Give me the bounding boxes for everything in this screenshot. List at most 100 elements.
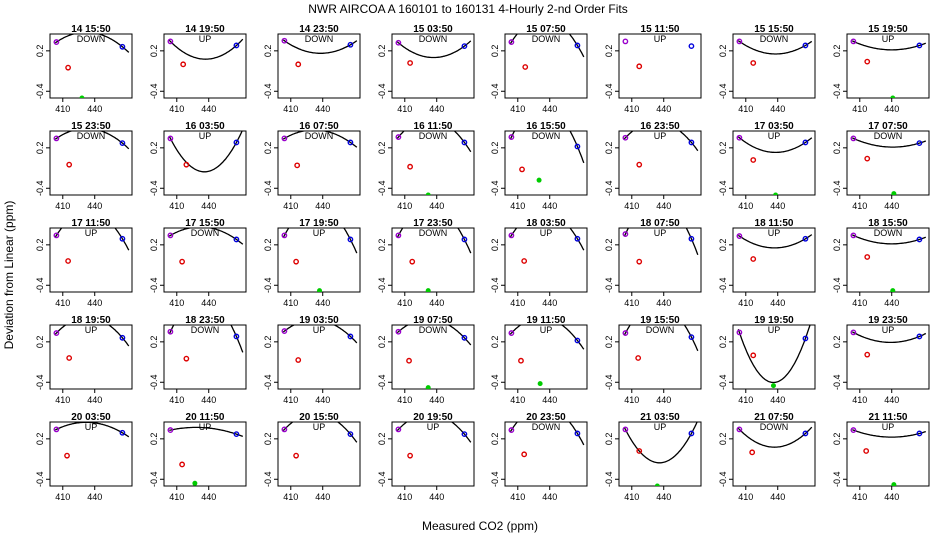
- panel-frame: [163, 33, 247, 99]
- panel-direction-label: DOWN: [874, 228, 903, 238]
- y-tick-label: -0.4: [718, 84, 728, 100]
- high-standard-point: [574, 42, 581, 49]
- panel-frame: [618, 227, 702, 293]
- x-tick-label: 440: [429, 395, 444, 405]
- panel-direction-label: DOWN: [532, 422, 561, 432]
- high-standard-point: [461, 334, 468, 341]
- low-standard-point: [850, 427, 857, 433]
- x-tick-label: 410: [283, 492, 298, 502]
- x-tick-label: 440: [542, 492, 557, 502]
- y-tick-label: 0.2: [35, 336, 45, 349]
- x-tick-label: 410: [852, 104, 867, 114]
- panel-frame: [846, 227, 930, 293]
- x-tick-label: 410: [397, 201, 412, 211]
- x-tick-label: 410: [510, 104, 525, 114]
- panel-frame: [846, 324, 930, 390]
- panel-frame: [618, 324, 702, 390]
- panel-direction-label: DOWN: [419, 228, 448, 238]
- panel-frame: [163, 324, 247, 390]
- y-tick-label: -0.4: [604, 472, 614, 488]
- target-point: [773, 192, 779, 195]
- panel-direction-label: UP: [199, 131, 212, 141]
- y-tick-label: 0.2: [263, 433, 273, 446]
- y-tick-label: 0.2: [604, 142, 614, 155]
- low-standard-point: [850, 38, 857, 45]
- fit-curve: [623, 131, 699, 152]
- target-point: [425, 192, 431, 195]
- fit-curve: [396, 131, 472, 153]
- x-tick-label: 440: [656, 298, 671, 308]
- panel-direction-label: UP: [313, 228, 326, 238]
- panel-frame: [277, 421, 361, 487]
- low-standard-point: [281, 37, 288, 44]
- high-standard-point: [347, 139, 354, 146]
- panel-direction-label: UP: [882, 325, 895, 335]
- mid-standard-point: [749, 449, 756, 456]
- x-tick-label: 410: [852, 492, 867, 502]
- fit-curve: [852, 40, 927, 51]
- high-standard-point: [233, 42, 240, 49]
- y-tick-label: 0.2: [149, 336, 159, 349]
- low-standard-point: [395, 232, 402, 239]
- x-tick-label: 440: [429, 298, 444, 308]
- mid-standard-point: [635, 355, 642, 361]
- mid-standard-point: [65, 64, 72, 71]
- mid-standard-point: [179, 461, 186, 468]
- y-tick-label: 0.2: [490, 433, 500, 446]
- y-tick-label: -0.4: [490, 84, 500, 100]
- y-tick-label: 0.2: [35, 239, 45, 252]
- x-tick-label: 440: [315, 395, 330, 405]
- panel-frame: [504, 33, 588, 99]
- panel-frame: [618, 421, 702, 487]
- panel-direction-label: DOWN: [646, 325, 675, 335]
- y-tick-label: -0.4: [718, 181, 728, 197]
- target-point: [891, 191, 897, 195]
- low-standard-point: [622, 38, 629, 45]
- low-standard-point: [53, 232, 60, 239]
- low-standard-point: [281, 232, 288, 239]
- panel-direction-label: DOWN: [77, 131, 106, 141]
- high-standard-point: [461, 139, 468, 146]
- x-tick-label: 410: [624, 492, 639, 502]
- y-tick-label: -0.4: [604, 181, 614, 197]
- mid-standard-point: [293, 452, 300, 459]
- y-tick-label: -0.4: [604, 375, 614, 391]
- x-tick-label: 410: [624, 298, 639, 308]
- fit-curve: [282, 131, 358, 148]
- mid-standard-point: [294, 162, 301, 169]
- low-standard-point: [167, 427, 174, 433]
- target-point: [79, 95, 85, 98]
- mid-standard-point: [750, 157, 757, 163]
- y-tick-label: -0.4: [490, 278, 500, 294]
- x-tick-label: 440: [429, 201, 444, 211]
- panel-frame: [504, 130, 588, 196]
- mid-standard-point: [636, 258, 643, 265]
- y-tick-label: -0.4: [604, 84, 614, 100]
- panel-title: 17 03:50: [754, 121, 794, 132]
- panel-title: 17 23:50: [413, 218, 453, 229]
- high-standard-point: [688, 430, 695, 437]
- fit-curve: [54, 325, 130, 347]
- x-tick-label: 440: [770, 492, 785, 502]
- y-tick-label: -0.4: [832, 472, 842, 488]
- mid-standard-point: [521, 451, 528, 458]
- low-standard-point: [622, 330, 629, 336]
- low-standard-point: [736, 233, 743, 239]
- x-tick-label: 410: [510, 395, 525, 405]
- panel-frame: [504, 421, 588, 487]
- panel-title: 20 11:50: [186, 412, 225, 423]
- fit-curve: [509, 422, 585, 446]
- panel-title: 15 11:50: [641, 24, 680, 35]
